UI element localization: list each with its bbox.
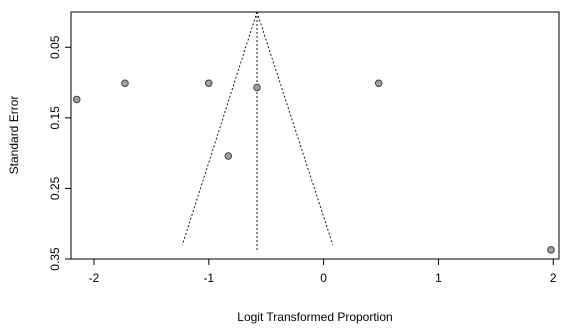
data-point (224, 152, 233, 160)
y-tick-label: 0.35 (48, 247, 62, 271)
funnel-left-line (181, 11, 258, 246)
x-tick-label: 0 (320, 271, 327, 285)
x-tick-label: -1 (203, 271, 214, 285)
y-axis: 0.05 0.15 0.25 0.35 (48, 35, 71, 271)
x-tick-label: 2 (550, 271, 557, 285)
funnel-right-line (256, 11, 334, 246)
y-axis-title: Standard Error (7, 96, 21, 175)
x-axis: -2 -1 0 1 2 (89, 259, 557, 285)
data-point (374, 79, 383, 88)
data-point (547, 246, 555, 254)
data-point (121, 79, 129, 88)
x-tick-label: -2 (89, 271, 100, 285)
data-point (253, 83, 261, 92)
y-tick-label: 0.25 (48, 176, 62, 200)
data-point (72, 95, 81, 104)
data-point (205, 79, 213, 88)
x-tick-label: 1 (435, 271, 442, 285)
x-axis-title: Logit Transformed Proportion (237, 310, 392, 324)
y-tick-label: 0.15 (48, 106, 62, 130)
plot-frame (70, 11, 560, 260)
y-tick-label: 0.05 (48, 35, 62, 59)
data-points (72, 79, 555, 254)
funnel-lines (181, 11, 334, 251)
